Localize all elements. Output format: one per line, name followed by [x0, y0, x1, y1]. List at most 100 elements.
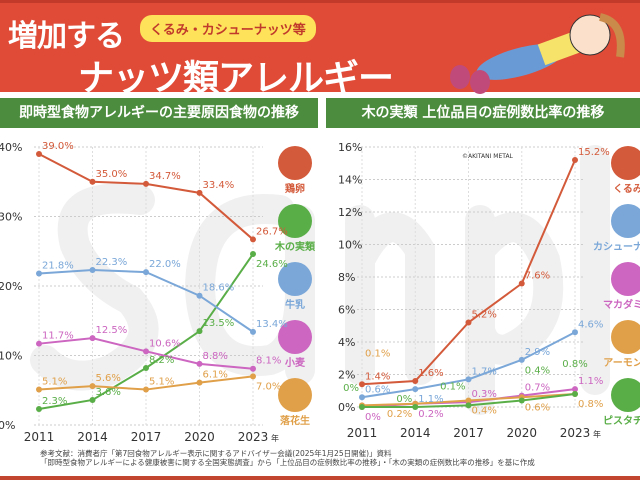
footer-line1: 参考文献：消費者庁「第7回食物アレルギー表示に関するアドバイザー会議(2025年… [40, 449, 392, 458]
data-label: 12.5% [96, 325, 128, 336]
data-point [250, 365, 256, 372]
data-point [359, 381, 365, 388]
data-label: 1.6% [418, 368, 443, 379]
data-point [196, 189, 203, 196]
data-label: 18.6% [203, 283, 235, 294]
data-point [143, 180, 149, 187]
data-label: 5.1% [149, 377, 174, 388]
data-label: 34.7% [149, 171, 181, 182]
title-line1: 増加する [8, 19, 125, 54]
data-label: 1.7% [472, 366, 497, 377]
data-point [89, 178, 96, 185]
header-banner: 増加する ナッツ類アレルギー くるみ・カシューナッツ等 [0, 0, 640, 99]
data-label: 8.8% [203, 351, 228, 362]
x-tick-label: 2017 [453, 426, 484, 440]
data-point [359, 394, 365, 401]
data-point [465, 397, 472, 404]
data-point [518, 397, 525, 404]
data-point [572, 329, 578, 336]
egg-icon [278, 146, 312, 180]
data-label: 0% [365, 412, 381, 423]
data-label: 7.6% [525, 271, 550, 282]
data-point [196, 379, 203, 386]
y-tick-label: 30% [0, 211, 22, 224]
data-point [196, 360, 203, 367]
y-tick-label: 14% [338, 174, 362, 187]
data-label: 7.0% [256, 381, 281, 392]
left-chart-title: 即時型食物アレルギーの主要原因食物の推移 [0, 98, 318, 128]
data-point [250, 251, 256, 258]
walnut-icon [611, 146, 640, 180]
y-tick-label: 6% [338, 304, 355, 317]
data-label: 3.6% [96, 387, 121, 398]
y-tick-label: 10% [338, 239, 362, 252]
data-point [572, 386, 578, 393]
nuts-icon [278, 204, 312, 238]
data-point [572, 157, 578, 163]
data-label: 22.0% [149, 259, 181, 270]
data-point [89, 267, 96, 274]
data-label: 0.2% [387, 409, 412, 420]
y-tick-label: 10% [0, 350, 22, 363]
credit-text: ©AKITANI METAL [462, 153, 514, 160]
data-label: 0.1% [365, 348, 390, 359]
legend-label: 落花生 [280, 414, 310, 427]
data-point [143, 365, 149, 372]
data-point [250, 373, 256, 380]
milk-icon [278, 262, 312, 296]
legend-label: 小麦 [284, 356, 306, 369]
data-point [89, 335, 96, 342]
x-tick-label: 2017 [131, 430, 162, 444]
data-point [36, 406, 42, 413]
data-point [465, 376, 472, 383]
data-label: 13.4% [256, 319, 288, 330]
legend-label: アーモンド [603, 357, 640, 369]
legend-label: 鶏卵 [285, 182, 305, 195]
data-label: 0.8% [562, 359, 587, 370]
legend-label: くるみ [613, 183, 640, 195]
data-label: 39.0% [42, 141, 74, 152]
data-point [572, 391, 578, 397]
data-label: 0.4% [525, 366, 550, 377]
y-tick-label: 0% [0, 419, 15, 432]
data-label: 5.1% [42, 377, 67, 388]
pistachio-icon [611, 378, 640, 412]
data-label: 2.9% [525, 347, 550, 358]
x-unit-label: 年 [593, 429, 601, 439]
data-label: 0.4% [472, 406, 497, 417]
x-tick-label: 2014 [77, 430, 108, 444]
data-point [89, 396, 96, 403]
y-tick-label: 2% [338, 369, 355, 382]
data-label: 0% [343, 383, 359, 394]
data-label: 1.1% [418, 394, 443, 405]
allergic-child-illustration [450, 13, 625, 94]
data-label: 5.2% [472, 310, 497, 321]
data-label: 33.4% [203, 180, 235, 191]
data-point [36, 270, 42, 277]
x-tick-label: 2020 [506, 426, 537, 440]
data-label: 0.7% [525, 383, 550, 394]
data-point [250, 236, 256, 243]
wheat-icon [278, 320, 312, 354]
data-point [143, 386, 149, 393]
data-label: 2.3% [42, 396, 67, 407]
almond-icon [611, 320, 640, 354]
data-point [518, 280, 525, 287]
footer-reference: 参考文献：消費者庁「第7回食物アレルギー表示に関するアドバイザー会議(2025年… [40, 449, 635, 467]
data-label: 1.1% [578, 376, 603, 387]
data-point [465, 402, 472, 409]
data-point [359, 404, 365, 410]
data-point [143, 348, 149, 355]
data-point [196, 328, 203, 335]
legend-label: カシューナッツ [593, 241, 640, 253]
data-label: 21.8% [42, 260, 74, 271]
title-line2: ナッツ類アレルギー [78, 58, 394, 99]
data-label: 0% [396, 394, 412, 405]
x-tick-label: 2011 [347, 426, 378, 440]
data-label: 0.6% [365, 384, 390, 395]
footer-line2: 「即時型食物アレルギーによる健康被害に関する全国実態調査」から「上位品目の症例数… [40, 458, 535, 467]
data-label: 0.8% [578, 399, 603, 410]
x-tick-label: 2011 [24, 430, 55, 444]
